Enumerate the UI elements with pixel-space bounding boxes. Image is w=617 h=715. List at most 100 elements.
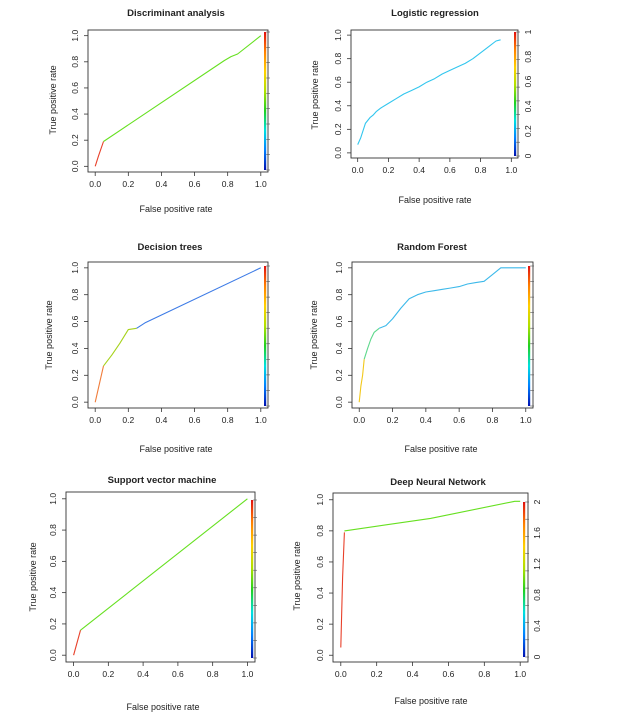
colorbar-label: 0.4 [532,620,542,632]
x-tick-label: 0.6 [189,415,201,425]
roc-curve-segment [94,141,105,167]
y-tick-label: 1.0 [70,262,80,274]
y-tick-label: 0.2 [70,134,80,146]
roc-panel-4: Random Forest False positive rate True pos… [309,242,534,454]
x-tick-label: 0.0 [89,415,101,425]
colorbar-label: 0.8 [523,51,533,63]
x-axis-label: False positive rate [398,195,471,205]
y-tick-label: 0.4 [70,342,80,354]
roc-curve-segment [94,365,105,403]
x-tick-label: 0.4 [420,415,432,425]
colorbar-label: 0.6 [523,75,533,87]
roc-curve-segment [80,498,248,631]
y-tick-label: 0.0 [333,147,343,159]
colorbar-label: 0 [532,654,542,659]
x-tick-label: 0.0 [353,415,365,425]
y-tick-label: 1.0 [315,494,325,506]
colorbar [251,500,254,658]
x-axis-label: False positive rate [126,702,199,712]
x-tick-label: 0.2 [382,165,394,175]
roc-panel-1: Discriminant analysis False positive rate… [48,8,270,214]
y-tick-label: 1.0 [333,29,343,41]
roc-curve-segment [103,35,262,142]
y-tick-label: 0.8 [48,524,58,536]
y-tick-label: 0.8 [70,289,80,301]
y-tick-label: 0.6 [333,76,343,88]
x-tick-label: 1.0 [255,415,267,425]
x-tick-label: 0.8 [487,415,499,425]
y-tick-label: 0.0 [334,396,344,408]
y-tick-label: 0.2 [48,618,58,630]
colorbar-label: 0.8 [532,589,542,601]
plot-frame [351,261,534,409]
x-tick-label: 1.0 [514,669,526,679]
colorbar-label: 0.2 [523,125,533,137]
chart-title: Discriminant analysis [127,8,225,19]
x-axis-label: False positive rate [139,204,212,214]
x-axis-label: False positive rate [394,696,467,706]
colorbar-label: 2 [532,499,542,504]
x-axis-label: False positive rate [404,444,477,454]
y-tick-label: 0.4 [333,100,343,112]
colorbar-label: 0.4 [523,100,533,112]
roc-curve-segment [73,630,82,656]
y-tick-label: 0.0 [70,160,80,172]
x-axis-label: False positive rate [139,444,212,454]
chart-title: Deep Neural Network [390,477,486,488]
x-tick-label: 0.2 [122,415,134,425]
colorbar [264,32,267,170]
x-tick-label: 0.8 [222,415,234,425]
roc-curve-segment [358,359,365,403]
y-tick-label: 0.2 [315,618,325,630]
y-tick-label: 0.6 [70,82,80,94]
colorbar [523,502,526,657]
plot-frame [350,29,519,159]
x-tick-label: 0.0 [335,669,347,679]
x-tick-label: 0.4 [407,669,419,679]
x-tick-label: 0.2 [387,415,399,425]
roc-curve-segment [363,327,380,360]
y-tick-label: 0.2 [333,123,343,135]
x-tick-label: 0.6 [444,165,456,175]
x-tick-label: 0.4 [156,179,168,189]
y-tick-label: 0.0 [48,649,58,661]
y-tick-label: 0.2 [334,369,344,381]
y-axis-label: True positive rate [310,60,320,129]
colorbar-label: 1.2 [532,558,542,570]
x-tick-label: 0.4 [156,415,168,425]
roc-curve-segment [136,267,262,329]
roc-panel-2: Logistic regression False positive rate Tr… [310,8,533,205]
x-tick-label: 0.2 [122,179,134,189]
x-tick-label: 1.0 [255,179,267,189]
x-tick-label: 1.0 [505,165,517,175]
x-tick-label: 0.0 [89,179,101,189]
x-tick-label: 0.8 [207,669,219,679]
y-tick-label: 0.0 [315,649,325,661]
roc-curve-segment [378,267,526,329]
chart-title: Decision trees [138,242,203,253]
y-tick-label: 0.6 [48,555,58,567]
colorbar [528,266,531,406]
roc-panel-6: Deep Neural Network False positive rate Tr… [292,477,542,706]
x-tick-label: 1.0 [520,415,532,425]
colorbar-label: 1.6 [532,527,542,539]
y-tick-label: 0.0 [70,396,80,408]
y-axis-label: True positive rate [48,65,58,134]
roc-curve-segment [357,39,501,145]
x-tick-label: 0.4 [137,669,149,679]
y-tick-label: 0.6 [70,315,80,327]
plot-frame [87,29,269,173]
roc-panel-5: Support vector machine False positive rat… [28,475,257,712]
roc-curve-segment [340,532,345,648]
y-tick-label: 1.0 [334,262,344,274]
roc-panel-3: Decision trees False positive rate True po… [44,242,270,454]
chart-title: Support vector machine [108,475,217,486]
y-axis-label: True positive rate [309,300,319,369]
y-tick-label: 0.2 [70,369,80,381]
roc-curve-segment [103,327,137,367]
x-tick-label: 0.8 [478,669,490,679]
x-tick-label: 0.0 [352,165,364,175]
x-tick-label: 0.6 [443,669,455,679]
y-tick-label: 0.8 [334,289,344,301]
